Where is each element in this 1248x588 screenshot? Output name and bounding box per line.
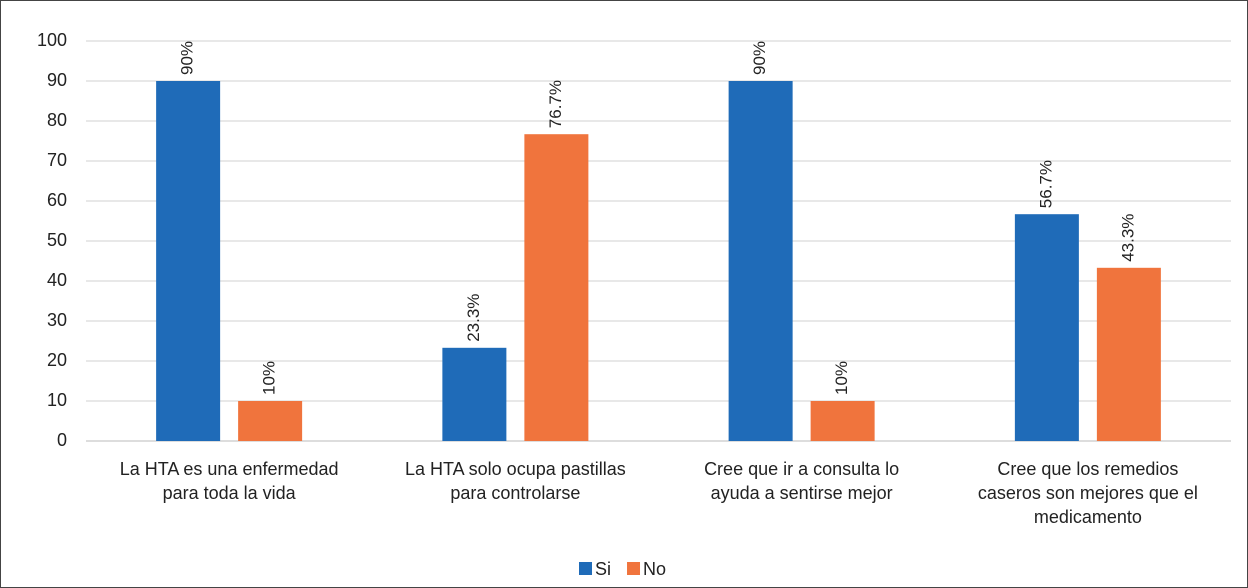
- x-tick-label: La HTA solo ocupa pastillas para control…: [404, 459, 626, 503]
- y-tick-label: 100: [37, 30, 67, 50]
- y-tick-label: 70: [47, 150, 67, 170]
- bar: [156, 81, 221, 441]
- y-tick-label: 30: [47, 310, 67, 330]
- bar: [238, 401, 303, 441]
- bar: [1014, 214, 1079, 441]
- value-label: 23.3%: [464, 294, 483, 342]
- value-label: 90%: [178, 41, 197, 75]
- y-tick-label: 50: [47, 230, 67, 250]
- y-tick-label: 60: [47, 190, 67, 210]
- value-label: 76.7%: [546, 80, 565, 128]
- value-label: 56.7%: [1036, 160, 1055, 208]
- y-tick-label: 10: [47, 390, 67, 410]
- bar: [524, 134, 589, 441]
- bar: [442, 347, 507, 441]
- legend-label: No: [643, 559, 666, 579]
- x-tick-label: La HTA es una enfermedad para toda la vi…: [119, 459, 339, 503]
- value-label: 10%: [832, 361, 851, 395]
- y-tick-label: 90: [47, 70, 67, 90]
- legend-swatch: [627, 562, 641, 575]
- value-label: 90%: [750, 41, 769, 75]
- bar: [810, 401, 875, 441]
- bar: [728, 81, 793, 441]
- y-tick-label: 20: [47, 350, 67, 370]
- x-tick-label: Cree que los remedios caseros son mejore…: [977, 459, 1198, 527]
- y-tick-label: 40: [47, 270, 67, 290]
- value-label: 10%: [260, 361, 279, 395]
- legend-label: Si: [595, 559, 611, 579]
- y-tick-label: 80: [47, 110, 67, 130]
- value-label: 43.3%: [1118, 214, 1137, 262]
- y-tick-label: 0: [57, 430, 67, 450]
- bar: [1096, 267, 1161, 441]
- legend: Si No: [579, 559, 666, 579]
- x-tick-label: Cree que ir a consulta lo ayuda a sentir…: [704, 459, 900, 503]
- legend-swatch: [579, 562, 592, 575]
